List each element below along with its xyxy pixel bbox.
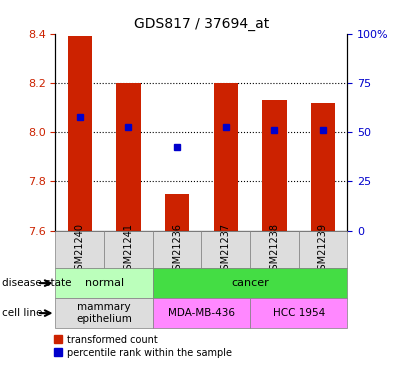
Bar [55,268,153,298]
Bar [153,268,347,298]
Text: disease state: disease state [2,278,72,288]
Bar [153,298,250,328]
Bar [214,83,238,231]
Text: MDA-MB-436: MDA-MB-436 [168,308,235,318]
Bar [299,231,347,268]
Bar [55,231,104,268]
Text: HCC 1954: HCC 1954 [272,308,325,318]
Legend: transformed count, percentile rank within the sample: transformed count, percentile rank withi… [54,335,232,358]
Text: GSM21237: GSM21237 [221,223,231,276]
Bar [311,103,335,231]
Text: normal: normal [85,278,124,288]
Bar [262,100,286,231]
Bar [68,36,92,231]
Text: mammary
epithelium: mammary epithelium [76,302,132,324]
Bar [153,231,201,268]
Text: GSM21238: GSM21238 [269,223,279,276]
Bar [250,231,299,268]
Text: cell line: cell line [2,308,42,318]
Title: GDS817 / 37694_at: GDS817 / 37694_at [134,17,269,32]
Bar [116,83,141,231]
Bar [55,298,153,328]
Text: GSM21239: GSM21239 [318,223,328,276]
Text: GSM21236: GSM21236 [172,223,182,276]
Text: GSM21240: GSM21240 [75,223,85,276]
Text: cancer: cancer [231,278,269,288]
Text: GSM21241: GSM21241 [123,223,134,276]
Bar [250,298,347,328]
Bar [104,231,153,268]
Bar [201,231,250,268]
Bar [165,194,189,231]
